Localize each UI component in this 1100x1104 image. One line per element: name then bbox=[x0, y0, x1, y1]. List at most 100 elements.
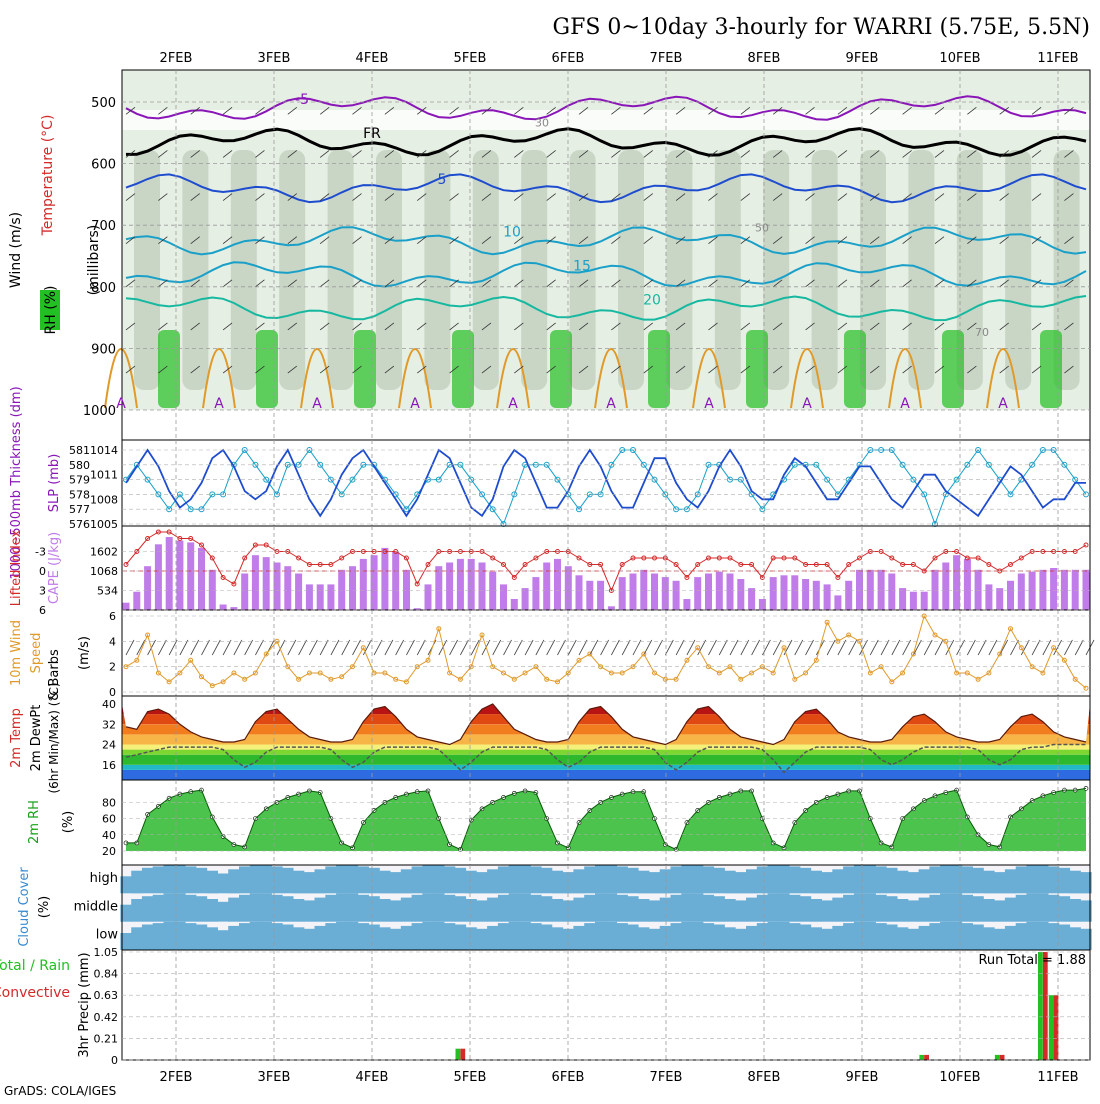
precip-tick-label: 1.05 bbox=[94, 946, 119, 959]
cape-bar bbox=[327, 584, 335, 610]
wind-barb bbox=[524, 639, 534, 656]
cloud-bar bbox=[778, 865, 790, 894]
cloud-bar bbox=[282, 867, 294, 894]
wind-barb bbox=[481, 193, 492, 201]
wind-barb bbox=[1042, 639, 1052, 656]
wind-speed-point bbox=[652, 670, 657, 676]
wind-barb bbox=[708, 365, 718, 374]
cape-bar bbox=[144, 566, 152, 610]
wind-barb bbox=[578, 150, 589, 158]
cloud-bar bbox=[206, 870, 218, 894]
wind-barb bbox=[557, 639, 566, 656]
cloud-bar bbox=[562, 928, 574, 951]
cloud-bar bbox=[228, 925, 240, 950]
cloud-bar bbox=[357, 894, 369, 922]
wind-speed-point bbox=[716, 670, 722, 676]
wind-barb bbox=[168, 639, 178, 656]
cape-bar bbox=[489, 571, 497, 610]
wind-speed-point bbox=[501, 670, 506, 676]
cloud-bar bbox=[573, 925, 585, 950]
cloud-bar bbox=[724, 870, 736, 894]
wind-speed-point bbox=[360, 645, 366, 651]
temperature-band bbox=[122, 754, 1090, 765]
cape-bar bbox=[198, 547, 205, 610]
wind-speed-point bbox=[199, 674, 204, 680]
wind-barb bbox=[1064, 365, 1074, 374]
wind-barb bbox=[449, 150, 459, 158]
chart-title: GFS 0~10day 3-hourly for WARRI (5.75E, 5… bbox=[553, 15, 1091, 40]
lifted-index-point bbox=[425, 562, 431, 567]
wind-barb bbox=[578, 365, 589, 374]
cape-bar bbox=[521, 588, 529, 610]
wind-barb bbox=[675, 639, 685, 656]
wind-barb bbox=[611, 107, 621, 115]
wind-barb bbox=[352, 236, 362, 244]
cloud-bar bbox=[249, 893, 262, 922]
cloud-bar bbox=[152, 923, 164, 950]
cloud-bar bbox=[573, 869, 585, 894]
cape-bar bbox=[295, 573, 303, 610]
cloud-bar bbox=[907, 928, 920, 951]
wind-barb bbox=[740, 365, 751, 374]
cape-bar bbox=[683, 599, 691, 610]
cloud-bar bbox=[454, 924, 467, 950]
cloud-bar bbox=[476, 872, 488, 894]
cloud-bar bbox=[767, 921, 779, 950]
cloud-bar bbox=[994, 900, 1006, 922]
wind-barb bbox=[190, 150, 200, 158]
wind-barb bbox=[255, 639, 264, 656]
temperature-label: Temperature (°C) bbox=[40, 115, 56, 237]
cape-bar bbox=[823, 584, 831, 610]
wind-speed-point bbox=[177, 670, 183, 676]
cloud-bar bbox=[444, 894, 456, 922]
thickness-tick-label: 579 bbox=[69, 474, 90, 487]
wind-speed-point bbox=[781, 645, 787, 651]
cloud-bar bbox=[897, 899, 909, 922]
temp-tick-label: 16 bbox=[102, 759, 116, 772]
wind-barb bbox=[578, 279, 589, 288]
cloud-bar bbox=[1037, 865, 1049, 894]
cloud-bar bbox=[508, 893, 520, 922]
wind-barb bbox=[535, 639, 545, 656]
run-total-label: Run Total = 1.88 bbox=[978, 953, 1086, 968]
thickness-tick-label: 576 bbox=[69, 518, 90, 531]
wind-speed-point bbox=[1018, 645, 1024, 651]
wind-barb bbox=[902, 150, 912, 158]
cape-bar bbox=[316, 584, 324, 610]
cloud-bar bbox=[465, 927, 477, 950]
wind-barb bbox=[967, 193, 977, 201]
cloud-bar bbox=[648, 928, 661, 951]
cloud-bar bbox=[131, 899, 143, 922]
cape-bar bbox=[424, 584, 432, 610]
wind-barb bbox=[449, 279, 459, 288]
thickness-tick-label: 581 bbox=[69, 444, 90, 457]
wind-barb bbox=[772, 107, 783, 115]
wind-barb bbox=[287, 365, 298, 374]
rh-area bbox=[126, 788, 1086, 851]
lifted-index-tick-label: 3 bbox=[39, 585, 46, 598]
cloud-bar bbox=[605, 921, 618, 950]
lifted-index-point bbox=[684, 575, 690, 580]
precip-total-bar bbox=[1048, 995, 1054, 1060]
wind-barb bbox=[826, 639, 836, 656]
y-tick-label: 900 bbox=[91, 342, 116, 357]
wind-barb bbox=[190, 279, 200, 288]
cape-bar bbox=[349, 566, 356, 610]
cloud-bar bbox=[627, 867, 639, 894]
y-tick-label: 800 bbox=[91, 281, 116, 296]
cloud-bar bbox=[994, 928, 1006, 951]
cape-bar bbox=[802, 579, 810, 610]
cape-bar bbox=[500, 584, 507, 610]
cloud-bar bbox=[972, 867, 984, 894]
cloud-bar bbox=[918, 897, 930, 922]
cloud-bar bbox=[907, 900, 920, 922]
cloud-bar bbox=[584, 894, 596, 922]
lifted-index-tick-label: -3 bbox=[35, 546, 46, 559]
lifted-index-point bbox=[846, 562, 852, 567]
wind-speed-point bbox=[522, 670, 528, 676]
cape-bar bbox=[338, 569, 346, 610]
cloud-bar bbox=[950, 921, 963, 950]
rh-contour-label: 50 bbox=[755, 221, 769, 234]
cloud-bar bbox=[940, 865, 952, 894]
wind-speed-point bbox=[134, 657, 140, 663]
